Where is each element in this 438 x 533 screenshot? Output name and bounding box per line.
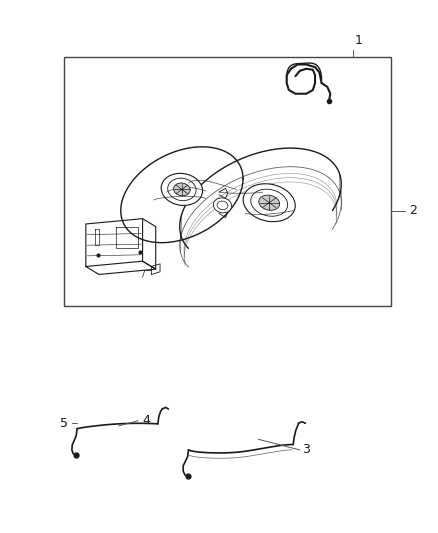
- Text: 5: 5: [60, 417, 67, 430]
- Ellipse shape: [213, 198, 232, 213]
- Text: 3: 3: [302, 443, 310, 456]
- Ellipse shape: [251, 189, 288, 216]
- Ellipse shape: [217, 201, 228, 209]
- Ellipse shape: [168, 178, 196, 200]
- Bar: [64, 56, 392, 306]
- Ellipse shape: [259, 195, 279, 211]
- Ellipse shape: [243, 184, 295, 222]
- Text: 1: 1: [354, 34, 362, 47]
- Ellipse shape: [173, 183, 190, 196]
- Text: 2: 2: [409, 204, 417, 217]
- Text: 4: 4: [143, 414, 151, 427]
- Ellipse shape: [161, 173, 203, 205]
